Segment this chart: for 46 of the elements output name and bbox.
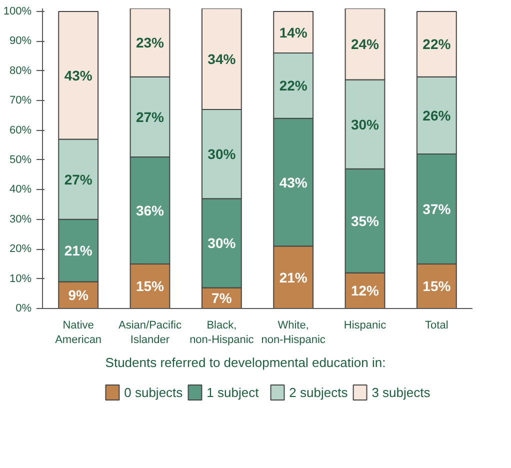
data-label: 43% [64,67,93,84]
y-tick-label: 50% [9,154,32,166]
y-tick-label: 80% [9,64,32,77]
legend-label: 2 subjects [289,385,348,400]
y-tick-label: 0% [16,302,32,314]
y-tick-label: 30% [9,213,32,226]
legend-title: Students referred to developmental education in: [105,355,386,370]
x-tick-label: Native American [55,320,102,346]
data-label: 12% [350,282,380,299]
data-label: 22% [279,78,308,94]
y-tick-label: 10% [9,272,32,285]
legend-label: 3 subjects [372,385,431,400]
y-tick-label: 70% [9,94,32,107]
data-label: 34% [208,50,236,67]
legend-label: 1 subject [206,385,260,400]
data-label: 21% [64,242,93,259]
x-tick-label: White, non-Hispanic [261,320,326,346]
data-label: 23% [136,34,165,51]
data-label: 15% [136,278,165,294]
y-tick-label: 20% [9,243,32,256]
data-label: 7% [212,290,232,306]
data-label: 43% [279,174,308,190]
x-tick-label: Total [425,320,448,332]
y-tick-label: 90% [9,35,32,48]
x-tick-label: Asian/Pacific Islander [118,320,182,346]
data-label: 37% [422,200,452,217]
data-label: 35% [350,212,380,229]
data-label: 27% [136,108,165,125]
data-label: 14% [279,24,308,40]
data-label: 24% [350,36,380,52]
x-tick-label: Black, non-Hispanic [190,320,254,346]
data-label: 26% [422,107,452,124]
y-tick-label: 100% [3,5,32,18]
data-label: 27% [64,171,93,188]
data-label: 22% [422,36,452,52]
data-label: 30% [208,235,236,252]
legend-label: 0 subjects [124,385,184,400]
data-label: 21% [279,269,308,286]
data-label: 9% [68,287,89,304]
y-tick-label: 60% [9,124,32,136]
data-label: 36% [136,202,165,218]
data-label: 30% [208,146,236,162]
x-tick-label: Hispanic [344,320,387,332]
y-tick-label: 40% [9,184,32,196]
data-label: 30% [350,116,380,132]
data-label: 15% [422,278,452,294]
